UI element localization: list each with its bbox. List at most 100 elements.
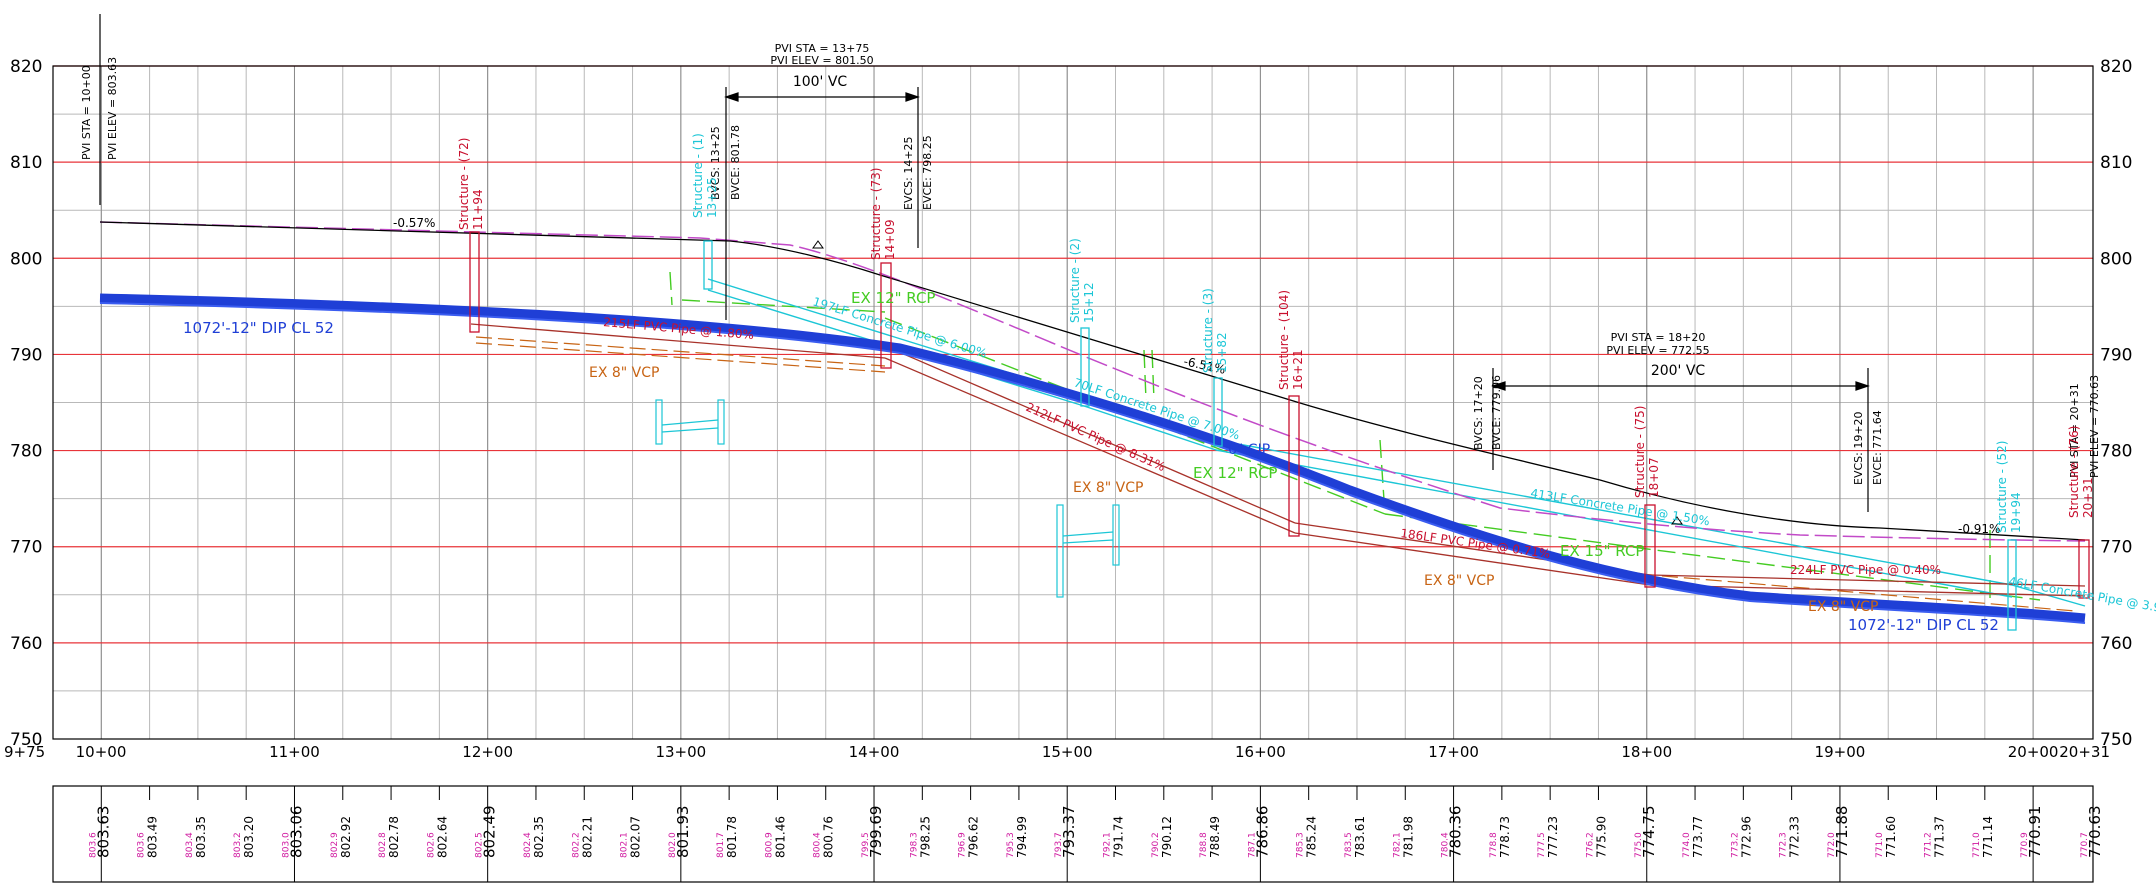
structure-name-label: Structure - (2) xyxy=(1068,238,1082,323)
strip-proposed-value: 771.88 xyxy=(1833,806,1851,859)
station-label: 19+00 xyxy=(1815,743,1866,761)
ex-vcp-label: EX 8" VCP xyxy=(1424,573,1494,589)
station-label: 14+00 xyxy=(849,743,900,761)
elevation-label-left: 790 xyxy=(10,345,42,365)
structure-name-label: Structure - (75) xyxy=(1633,406,1647,498)
structure-station-label: 18+07 xyxy=(1647,457,1661,498)
structure-name-label: Structure - (76) xyxy=(2067,426,2081,518)
elevation-label-right: 780 xyxy=(2100,442,2132,462)
strip-proposed-value: 803.63 xyxy=(94,806,112,859)
strip-proposed-value: 802.78 xyxy=(387,816,401,858)
ex-vcp-label: EX 8" VCP xyxy=(1073,480,1143,496)
station-label: 18+00 xyxy=(1621,743,1672,761)
pvi-sta-label: PVI STA = 10+00 xyxy=(80,65,93,160)
pvi-sta-label: PVI STA = 18+20 xyxy=(1611,331,1706,344)
bvce-label: BVCE: 801.78 xyxy=(729,125,742,200)
structure-station-label: 15+82 xyxy=(1215,332,1229,373)
strip-proposed-value: 803.20 xyxy=(242,816,256,858)
vc-length-label: 200' VC xyxy=(1651,363,1706,379)
station-label: 20+31 xyxy=(2059,743,2110,761)
structure-name-label: Structure - (72) xyxy=(457,138,471,230)
station-label: 20+00 xyxy=(2008,743,2059,761)
strip-proposed-value: 770.91 xyxy=(2026,805,2044,858)
structure-station-label: 14+09 xyxy=(883,219,897,260)
station-label: 12+00 xyxy=(462,743,513,761)
ex-vcp-label: EX 8" VCP xyxy=(1808,599,1878,615)
station-label: 10+00 xyxy=(76,743,127,761)
structure-name-label: Structure - (73) xyxy=(869,168,883,260)
pvi-elev-label: PVI ELEV = 803.63 xyxy=(106,57,119,160)
evce-label: EVCE: 798.25 xyxy=(921,135,934,210)
elevation-label-left: 810 xyxy=(10,153,42,173)
evcs-label: EVCS: 19+20 xyxy=(1852,411,1865,485)
structure-name-label: Structure - (3) xyxy=(1201,288,1215,373)
strip-proposed-value: 786.86 xyxy=(1253,806,1271,859)
strip-proposed-value: 802.49 xyxy=(481,806,499,859)
strip-proposed-value: 773.77 xyxy=(1691,816,1705,858)
ex-rcp-label: EX 15" RCP xyxy=(1560,542,1644,560)
strip-proposed-value: 774.75 xyxy=(1640,806,1658,859)
pvi-elev-label: PVI ELEV = 801.50 xyxy=(770,54,873,67)
strip-proposed-value: 778.73 xyxy=(1498,816,1512,858)
pvi-elev-label: PVI ELEV = 770.63 xyxy=(2088,375,2101,478)
structure-station-label: 19+94 xyxy=(2009,492,2023,533)
strip-proposed-value: 771.60 xyxy=(1884,816,1898,858)
strip-proposed-value: 780.36 xyxy=(1447,806,1465,859)
evce-label: EVCE: 771.64 xyxy=(1871,410,1884,485)
strip-proposed-value: 801.46 xyxy=(773,816,787,858)
strip-proposed-value: 796.62 xyxy=(967,816,981,858)
strip-proposed-value: 794.99 xyxy=(1015,816,1029,858)
bvce-label: BVCE: 779.06 xyxy=(1490,375,1503,450)
elevation-label-right: 770 xyxy=(2100,538,2132,558)
strip-proposed-value: 802.07 xyxy=(629,816,643,858)
vc-length-label: 100' VC xyxy=(793,74,848,90)
station-label: 9+75 xyxy=(4,743,45,761)
strip-proposed-value: 771.14 xyxy=(1981,816,1995,858)
strip-proposed-value: 800.76 xyxy=(822,816,836,858)
station-label: 13+00 xyxy=(655,743,706,761)
structure-name-label: Structure - (1) xyxy=(691,133,705,218)
strip-proposed-value: 798.25 xyxy=(918,816,932,858)
strip-proposed-value: 791.74 xyxy=(1112,816,1126,858)
elevation-label-right: 810 xyxy=(2100,153,2132,173)
elevation-label-right: 760 xyxy=(2100,634,2132,654)
elevation-label-left: 780 xyxy=(10,442,42,462)
strip-proposed-value: 772.96 xyxy=(1739,816,1753,858)
dip-label: 1072'-12" DIP CL 52 xyxy=(1848,616,1999,634)
strip-proposed-value: 803.35 xyxy=(194,816,208,858)
strip-proposed-value: 803.06 xyxy=(287,806,305,859)
strip-proposed-value: 772.33 xyxy=(1788,816,1802,858)
structure-station-label: 16+21 xyxy=(1291,349,1305,390)
structure-station-label: 15+12 xyxy=(1082,282,1096,323)
strip-proposed-value: 802.35 xyxy=(532,816,546,858)
strip-proposed-value: 802.21 xyxy=(580,816,594,858)
elevation-label-left: 800 xyxy=(10,249,42,269)
strip-proposed-value: 788.49 xyxy=(1208,816,1222,858)
strip-proposed-value: 802.64 xyxy=(435,816,449,858)
structure-station-label: 20+31 xyxy=(2081,477,2095,518)
strip-proposed-value: 775.90 xyxy=(1594,816,1608,858)
structure-station-label: 13+25 xyxy=(705,177,719,218)
strip-proposed-value: 785.24 xyxy=(1305,816,1319,858)
strip-proposed-value: 770.63 xyxy=(2086,806,2104,859)
dip-label: 1072'-12" DIP CL 52 xyxy=(183,319,334,337)
strip-proposed-value: 801.78 xyxy=(725,816,739,858)
ex-vcp-label: EX 8" VCP xyxy=(589,365,659,381)
evcs-label: EVCS: 14+25 xyxy=(902,136,915,210)
structure-name-label: Structure - (104) xyxy=(1277,290,1291,390)
strip-proposed-value: 790.12 xyxy=(1160,816,1174,858)
strip-proposed-value: 803.49 xyxy=(146,816,160,858)
pvi-elev-label: PVI ELEV = 772.55 xyxy=(1606,344,1709,357)
station-label: 17+00 xyxy=(1428,743,1479,761)
station-label: 15+00 xyxy=(1042,743,1093,761)
structure-name-label: Structure - (52) xyxy=(1995,441,2009,533)
elevation-label-left: 820 xyxy=(10,57,42,77)
station-label: 16+00 xyxy=(1235,743,1286,761)
strip-proposed-value: 793.37 xyxy=(1060,806,1078,859)
strip-proposed-value: 777.23 xyxy=(1546,816,1560,858)
elevation-label-right: 820 xyxy=(2100,57,2132,77)
pvc-pipe-label: 224LF PVC Pipe @ 0.40% xyxy=(1790,563,1941,577)
structure-station-label: 11+94 xyxy=(471,189,485,230)
strip-proposed-value: 802.92 xyxy=(339,816,353,858)
